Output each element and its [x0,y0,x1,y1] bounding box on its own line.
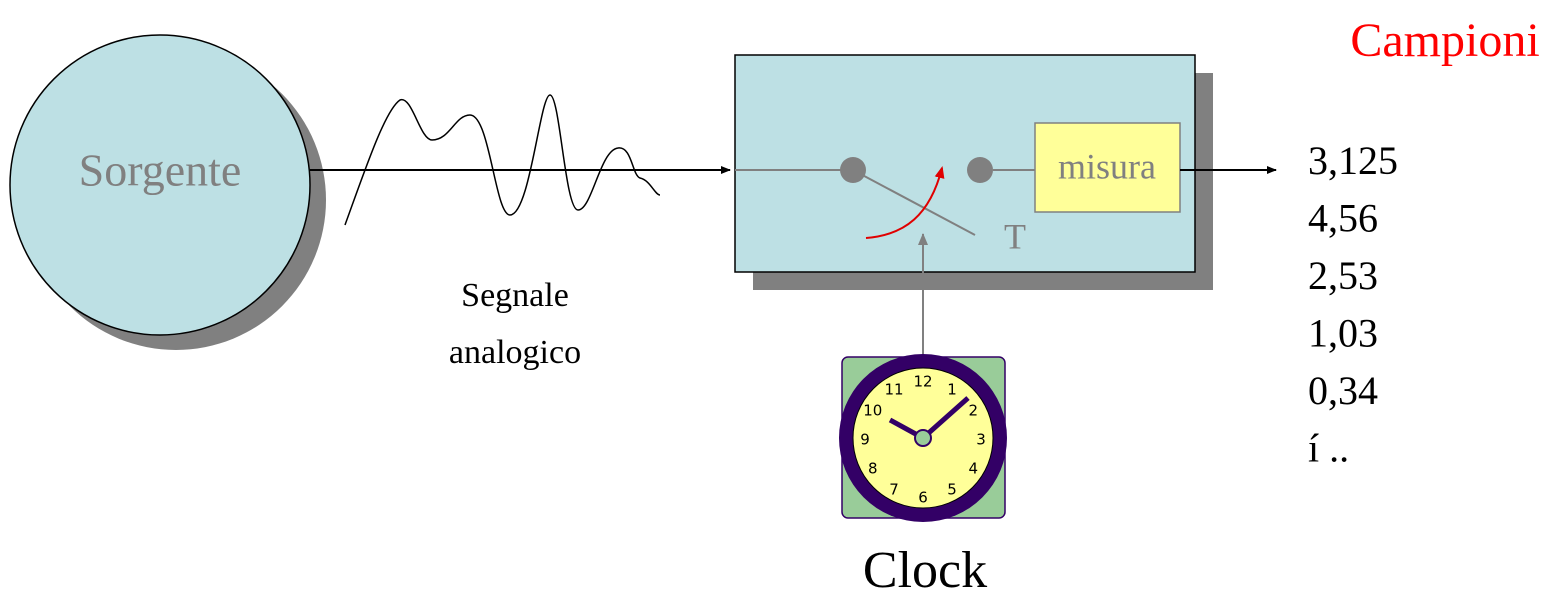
clock-number: 12 [913,373,932,391]
clock-number: 7 [889,481,899,499]
clock-number: 8 [868,460,878,478]
sample-value: 3,125 [1308,138,1398,183]
sample-value: 0,34 [1308,368,1378,413]
sample-value: 4,56 [1308,196,1378,241]
clock-number: 2 [968,402,978,420]
clock-number: 4 [968,460,978,478]
signal-label: Segnale [461,277,569,314]
sample-value: í .. [1308,426,1349,471]
clock-number: 3 [976,431,986,449]
signal-label: analogico [449,334,581,371]
measure-label: misura [1058,146,1156,186]
switch-label: T [1004,216,1026,256]
samples-title: Campioni [1350,14,1539,67]
diagram: Sorgente Segnale analogico T misura 1212… [0,0,1561,597]
waveform [345,95,660,225]
sample-value: 1,03 [1308,311,1378,356]
sample-value: 2,53 [1308,253,1378,298]
contact [967,157,993,183]
source-label: Sorgente [79,145,242,196]
samples-list: 3,125 4,56 2,53 1,03 0,34 í .. [1308,138,1398,471]
page: {"source": {"label": "Sorgente"}, "signa… [0,0,1561,597]
clock-number: 9 [860,431,870,449]
clock-number: 10 [863,402,882,420]
clock-number: 1 [947,380,957,398]
clock-pivot [915,430,931,446]
clock-number: 5 [947,481,957,499]
clock-label: Clock [863,542,987,597]
body: Sorgente Segnale analogico T misura 1212… [0,0,1561,597]
clock-number: 11 [884,380,903,398]
clock-number: 6 [918,489,928,507]
